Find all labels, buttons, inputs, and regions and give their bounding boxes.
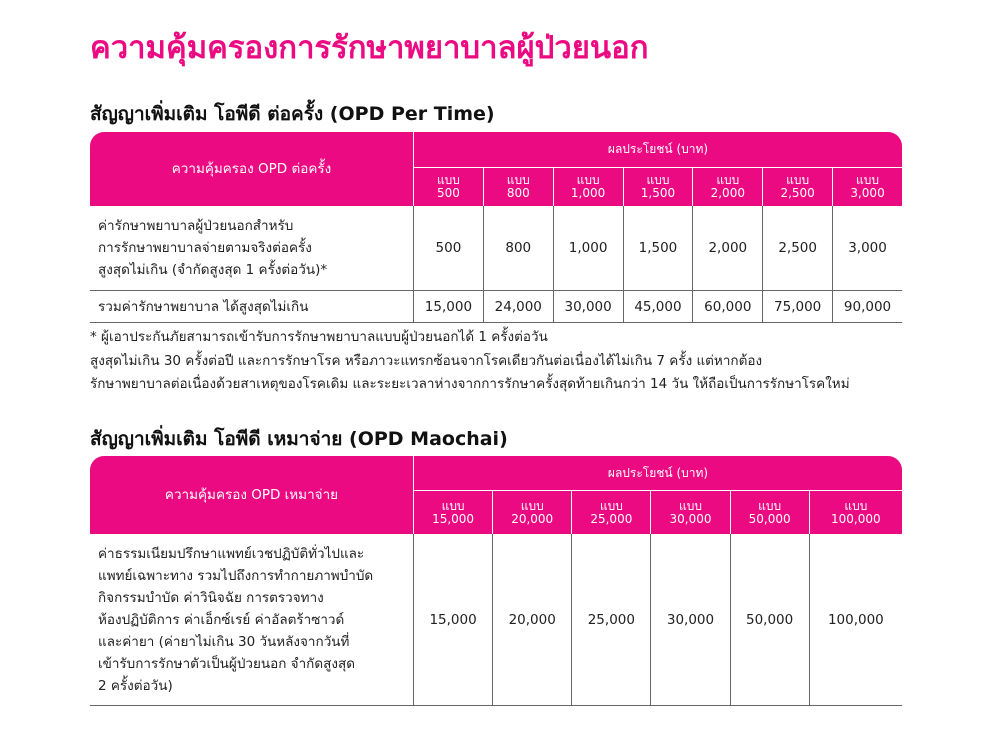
table-row: รวมค่ารักษาพยาบาล ได้สูงสุดไม่เกิน 15,000… [90, 291, 902, 323]
plan-prefix: แบบ [679, 498, 702, 513]
benefit-value: 60,000 [692, 291, 763, 323]
benefit-value: 20,000 [492, 534, 572, 706]
benefit-value: 500 [413, 206, 483, 291]
plan-header: แบบ 1,500 [622, 168, 693, 206]
plan-header: แบบ 15,000 [413, 491, 493, 534]
table-row: ค่าธรรมเนียมปรึกษาแพทย์เวชปฏิบัติทั่วไปแ… [90, 534, 902, 706]
note-line: รักษาพยาบาลต่อเนื่องด้วยสาเหตุของโรคเดิม… [90, 376, 850, 392]
benefit-value: 15,000 [413, 291, 483, 323]
row-label-line: ค่ารักษาพยาบาลผู้ป่วยนอกสำหรับ [98, 218, 294, 234]
benefit-value: 2,000 [692, 206, 763, 291]
plan-amount: 25,000 [590, 511, 633, 526]
plan-header: แบบ 30,000 [650, 491, 730, 534]
plan-prefix: แบบ [758, 498, 782, 513]
benefit-value: 2,500 [762, 206, 833, 291]
row-label-line: และค่ายา (ค่ายาไม่เกิน 30 วันหลังจากวันท… [98, 633, 350, 650]
plan-prefix: แบบ [844, 498, 868, 513]
plan-amount: 20,000 [511, 511, 554, 526]
plan-header: แบบ 20,000 [492, 491, 572, 534]
plan-prefix: แบบ [436, 173, 460, 187]
opd-per-time-notes: * ผู้เอาประกันภัยสามารถเข้ารับการรักษาพย… [90, 326, 850, 397]
benefit-value: 1,500 [622, 206, 693, 291]
plan-header: แบบ 3,000 [832, 168, 902, 206]
row-label-line: ค่าธรรมเนียมปรึกษาแพทย์เวชปฏิบัติทั่วไปแ… [98, 545, 365, 562]
opd-per-time-table: ความคุ้มครอง OPD ต่อครั้ง ผลประโยชน์ (บาท… [90, 132, 902, 323]
coverage-header: ความคุ้มครอง OPD เหมาจ่าย [90, 456, 413, 534]
table-row: ค่ารักษาพยาบาลผู้ป่วยนอกสำหรับการรักษาพย… [90, 206, 902, 291]
plan-prefix: แบบ [506, 173, 530, 187]
plan-header: แบบ 2,000 [692, 168, 763, 206]
plan-prefix: แบบ [786, 173, 810, 187]
benefit-value: 25,000 [571, 534, 651, 706]
plan-amount: 1,500 [640, 186, 676, 200]
row-label-line: 2 ครั้งต่อวัน) [98, 677, 173, 694]
plan-prefix: แบบ [441, 498, 465, 513]
benefit-value: 3,000 [832, 206, 902, 291]
row-label: ค่ารักษาพยาบาลผู้ป่วยนอกสำหรับการรักษาพย… [90, 206, 413, 291]
benefit-value: 75,000 [762, 291, 833, 323]
row-label-line: ห้องปฏิบัติการ ค่าเอ็กซ์เรย์ ค่าอัลตร้าซ… [98, 611, 345, 628]
row-label-line: เข้ารับการรักษาตัวเป็นผู้ป่วยนอก จำกัดสู… [98, 655, 355, 672]
plan-amount: 2,500 [780, 186, 815, 200]
plan-amount: 100,000 [831, 511, 881, 526]
benefit-value: 800 [482, 206, 553, 291]
row-label-line: แพทย์เฉพาะทาง รวมไปถึงการทำกายภาพบำบัด [98, 567, 374, 584]
benefit-value: 50,000 [729, 534, 809, 706]
plan-header: แบบ 1,000 [552, 168, 623, 206]
coverage-header: ความคุ้มครอง OPD ต่อครั้ง [90, 132, 413, 206]
plan-header: แบบ 2,500 [762, 168, 833, 206]
benefit-value: 90,000 [832, 291, 902, 323]
plan-header: แบบ 25,000 [571, 491, 651, 534]
row-label-line: สูงสุดไม่เกิน (จำกัดสูงสุด 1 ครั้งต่อวัน… [98, 262, 328, 278]
plan-header: แบบ 500 [413, 168, 483, 206]
page-title: ความคุ้มครองการรักษาพยาบาลผู้ป่วยนอก [90, 30, 649, 66]
row-label-line: รวมค่ารักษาพยาบาล ได้สูงสุดไม่เกิน [98, 298, 309, 315]
note-line: * ผู้เอาประกันภัยสามารถเข้ารับการรักษาพย… [90, 329, 548, 345]
benefit-value: 15,000 [413, 534, 493, 706]
plan-amount: 800 [506, 186, 530, 200]
plan-amount: 50,000 [748, 511, 791, 526]
plan-amount: 1,000 [570, 186, 606, 200]
plan-amount: 30,000 [669, 511, 712, 526]
plan-amount: 500 [436, 186, 460, 200]
opd-per-time-heading: สัญญาเพิ่มเติม โอพีดี ต่อครั้ง (OPD Per … [90, 103, 495, 125]
plan-prefix: แบบ [856, 173, 880, 187]
benefit-value: 45,000 [622, 291, 693, 323]
plan-prefix: แบบ [576, 173, 600, 187]
row-label: รวมค่ารักษาพยาบาล ได้สูงสุดไม่เกิน [90, 291, 413, 323]
row-label-line: การรักษาพยาบาลจ่ายตามจริงต่อครั้ง [98, 240, 312, 256]
plan-header: แบบ 50,000 [729, 491, 809, 534]
benefit-value: 100,000 [808, 534, 902, 706]
opd-maochai-heading: สัญญาเพิ่มเติม โอพีดี เหมาจ่าย (OPD Maoc… [90, 428, 508, 450]
plan-prefix: แบบ [520, 498, 544, 513]
plan-header: แบบ 800 [482, 168, 553, 206]
benefit-value: 1,000 [552, 206, 623, 291]
note-line: สูงสุดไม่เกิน 30 ครั้งต่อปี และการรักษาโ… [90, 352, 763, 369]
plan-amount: 15,000 [432, 511, 475, 526]
plan-prefix: แบบ [646, 173, 670, 187]
plan-prefix: แบบ [716, 173, 740, 187]
plan-prefix: แบบ [599, 498, 623, 513]
plan-amount: 2,000 [710, 186, 745, 200]
row-label: ค่าธรรมเนียมปรึกษาแพทย์เวชปฏิบัติทั่วไปแ… [90, 534, 413, 706]
benefit-header: ผลประโยชน์ (บาท) [413, 456, 902, 491]
opd-maochai-table: ความคุ้มครอง OPD เหมาจ่าย ผลประโยชน์ (บาท… [90, 456, 902, 706]
benefit-value: 30,000 [650, 534, 730, 706]
benefit-header: ผลประโยชน์ (บาท) [413, 132, 902, 168]
benefit-value: 24,000 [482, 291, 553, 323]
plan-amount: 3,000 [850, 186, 885, 200]
plan-header: แบบ 100,000 [808, 491, 902, 534]
row-label-line: กิจกรรมบำบัด ค่าวินิจฉัย การตรวจทาง [98, 589, 324, 606]
benefit-value: 30,000 [552, 291, 623, 323]
